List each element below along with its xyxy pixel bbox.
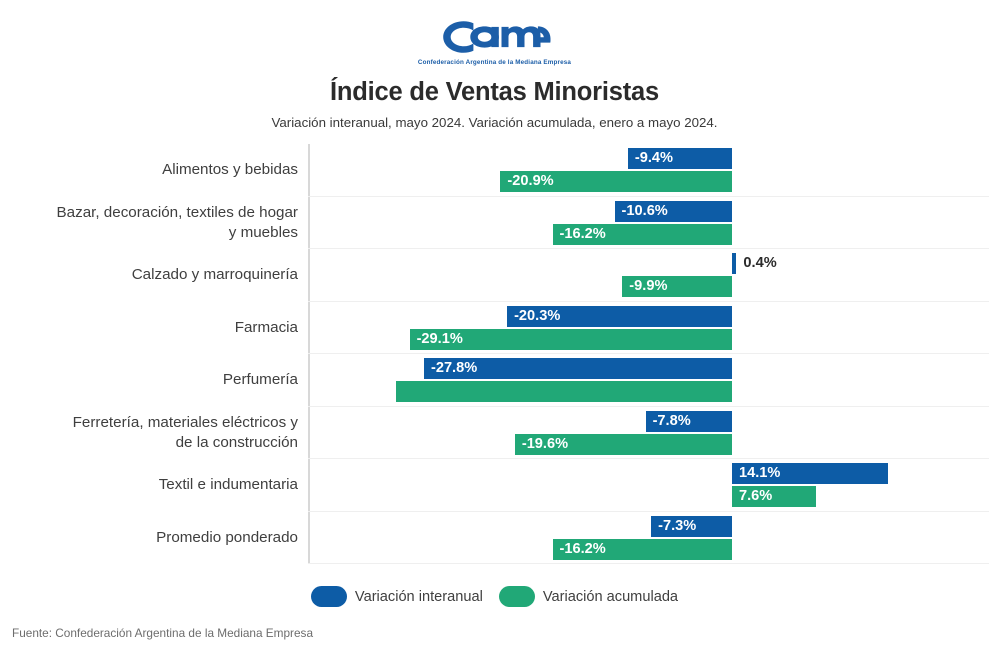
bar-interanual[interactable] (645, 410, 732, 432)
category-label: Farmacia (234, 318, 298, 336)
category-label: Perfumería (222, 371, 298, 389)
bar-value-label: -9.4% (634, 150, 673, 166)
bar-value-label: -19.6% (521, 435, 569, 452)
bar-value-label: -16.2% (559, 225, 606, 242)
category-label: Promedio ponderado (156, 528, 298, 546)
chart-category-row: Perfumería -27.8% (0, 354, 989, 407)
chart-category-row: Textil e indumentaria 14.1% 7.6% (0, 459, 989, 512)
bar-track: -20.9% (0, 171, 989, 192)
bar-interanual[interactable] (627, 148, 732, 169)
bar-track: 7.6% (0, 486, 989, 507)
bar-value-label: -9.9% (629, 278, 668, 294)
gridline (308, 458, 989, 459)
legend-label: Variación acumulada (542, 588, 679, 605)
bar-value-label: 14.1% (739, 465, 781, 481)
category-label: Alimentos y bebidas (162, 161, 298, 179)
legend-swatch-icon (498, 586, 535, 607)
bar-value-label: -10.6% (621, 202, 668, 219)
bar-interanual[interactable] (507, 305, 732, 327)
bar-value-label: 0.4% (743, 255, 777, 271)
bar-value-label: -7.3% (658, 517, 697, 534)
gridline (308, 195, 989, 197)
bar-track: -16.2% (0, 223, 989, 245)
zero-axis-line (308, 144, 310, 564)
came-logo-icon (442, 20, 550, 53)
bar-acumulada[interactable] (622, 276, 732, 297)
chart-category-row: Calzado y marroquinería 0.4% -9.9% (0, 249, 989, 302)
chart-header: Confederación Argentina de la Mediana Em… (0, 0, 989, 130)
bar-value-label: -20.3% (514, 307, 561, 324)
bar-track: 0.4% (0, 253, 989, 274)
legend-item-interanual: Variación interanual (310, 586, 483, 607)
source-note: Fuente: Confederación Argentina de la Me… (12, 626, 314, 640)
category-label: Textil e indumentaria (158, 476, 298, 494)
legend-swatch-icon (310, 586, 347, 607)
came-logo: Confederación Argentina de la Mediana Em… (0, 10, 989, 72)
bar-track: -29.1% (0, 328, 989, 350)
gridline (308, 510, 989, 512)
bar-interanual[interactable] (732, 463, 889, 484)
bar-value-label: -20.9% (507, 173, 554, 189)
gridline (308, 300, 989, 302)
category-label: Ferretería, materiales eléctricos y de l… (72, 413, 298, 451)
page-title: Índice de Ventas Minoristas (329, 78, 660, 106)
bar-acumulada[interactable] (732, 486, 817, 507)
gridline (308, 248, 989, 249)
bar-track: -7.3% (0, 515, 989, 537)
bar-acumulada[interactable] (552, 538, 732, 560)
bar-track (0, 381, 989, 402)
bar-track: -9.4% (0, 148, 989, 169)
bar-interanual[interactable] (423, 358, 732, 379)
bar-acumulada[interactable] (514, 433, 732, 455)
bar-track: -9.9% (0, 276, 989, 297)
chart-legend: Variación interanual Variación acumulada (0, 586, 989, 607)
bar-track: -10.6% (0, 200, 989, 222)
bar-interanual[interactable] (732, 253, 737, 274)
logo-tagline: Confederación Argentina de la Mediana Em… (417, 58, 572, 66)
bar-value-label: -7.8% (652, 412, 691, 429)
category-label: Bazar, decoración, textiles de hogar y m… (56, 203, 298, 241)
bar-value-label: 7.6% (739, 488, 773, 504)
gridline (308, 405, 989, 407)
chart-category-row: Farmacia -20.3% -29.1% (0, 302, 989, 355)
legend-item-acumulada: Variación acumulada (498, 586, 679, 607)
legend-label: Variación interanual (354, 588, 483, 605)
chart-category-row: Ferretería, materiales eléctricos y de l… (0, 407, 989, 460)
gridline (308, 563, 989, 564)
bar-value-label: -16.2% (559, 540, 606, 557)
bar-acumulada[interactable] (552, 223, 732, 245)
bar-track: -7.8% (0, 410, 989, 432)
chart-category-row: Bazar, decoración, textiles de hogar y m… (0, 197, 989, 250)
bar-track: -20.3% (0, 305, 989, 327)
bar-interanual[interactable] (651, 515, 732, 537)
bar-track: -27.8% (0, 358, 989, 379)
bar-track: 14.1% (0, 463, 989, 484)
bar-acumulada[interactable] (409, 328, 732, 350)
bar-acumulada[interactable] (396, 381, 732, 402)
chart-plot-area: Alimentos y bebidas -9.4% -20.9% Bazar, dec… (0, 144, 989, 564)
chart-category-row: Alimentos y bebidas -9.4% -20.9% (0, 144, 989, 197)
bar-interanual[interactable] (614, 200, 732, 222)
category-label: Calzado y marroquinería (131, 266, 298, 284)
gridline (308, 353, 989, 354)
chart-category-row: Promedio ponderado -7.3% -16.2% (0, 512, 989, 565)
chart-subtitle: Variación interanual, mayo 2024. Variaci… (271, 115, 718, 130)
bar-track: -19.6% (0, 433, 989, 455)
bar-track: -16.2% (0, 538, 989, 560)
bar-value-label: -29.1% (416, 330, 463, 347)
bar-value-label: -27.8% (430, 360, 478, 376)
bar-acumulada[interactable] (500, 171, 732, 192)
